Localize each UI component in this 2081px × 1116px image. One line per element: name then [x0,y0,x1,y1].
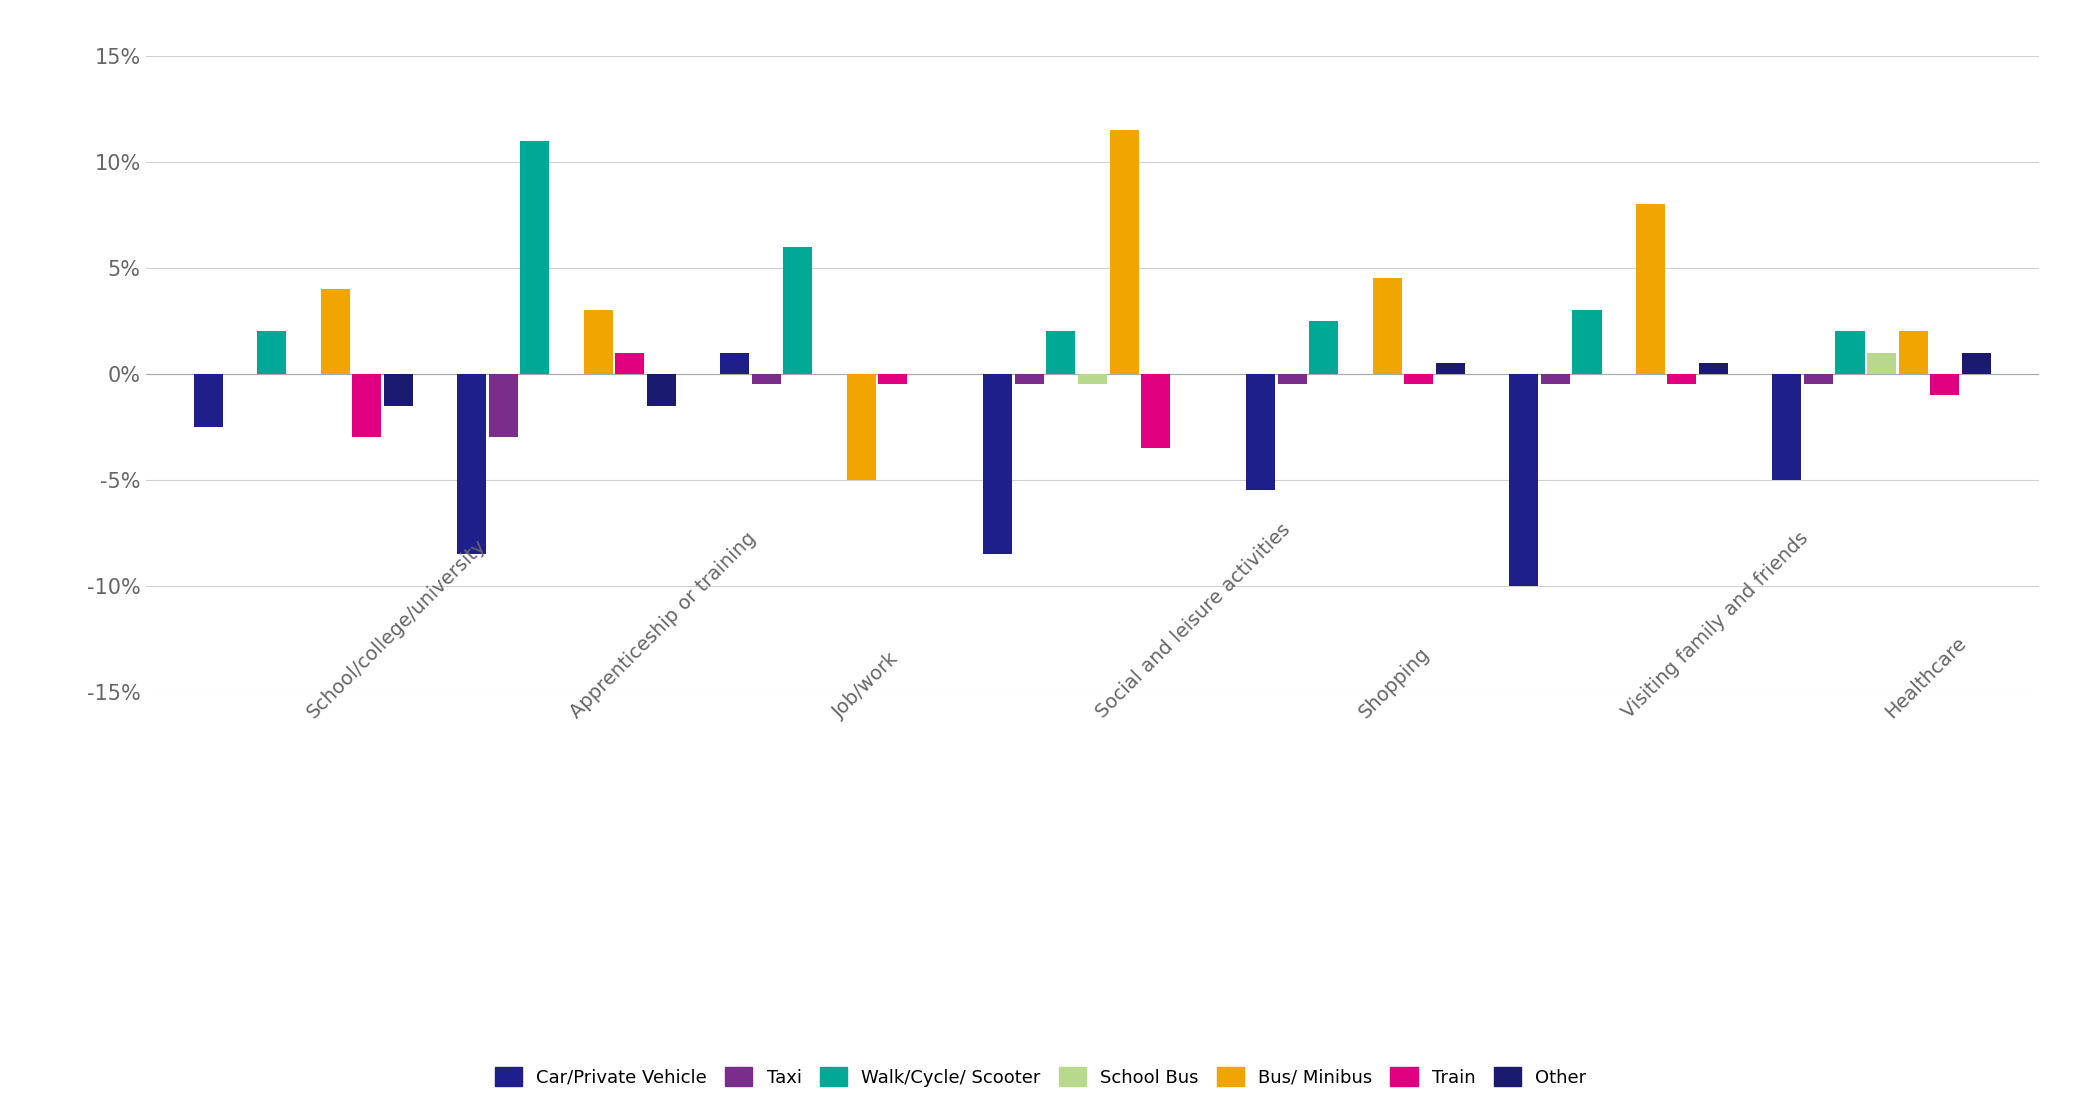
Bar [1109,129,1138,374]
Bar [1373,278,1403,374]
Legend: Car/Private Vehicle, Taxi, Walk/Cycle/ Scooter, School Bus, Bus/ Minibus, Train,: Car/Private Vehicle, Taxi, Walk/Cycle/ S… [485,1058,1596,1096]
Bar [1962,353,1992,374]
Text: Apprenticeship or training: Apprenticeship or training [566,529,760,722]
Bar [320,289,350,374]
Bar [194,374,223,426]
Bar [1016,374,1045,384]
Text: School/college/university: School/college/university [304,536,489,722]
Bar [1773,374,1802,480]
Text: Shopping: Shopping [1355,644,1434,722]
Bar [258,331,287,374]
Bar [583,310,612,374]
Bar [984,374,1011,554]
Bar [1047,331,1076,374]
Bar [1436,363,1465,374]
Bar [1278,374,1307,384]
Bar [1405,374,1434,384]
Bar [1898,331,1927,374]
Bar [1140,374,1170,448]
Bar [751,374,780,384]
Text: Job/work: Job/work [830,650,903,722]
Bar [1804,374,1833,384]
Bar [1247,374,1276,491]
Bar [616,353,645,374]
Bar [352,374,381,437]
Bar [458,374,487,554]
Bar [1540,374,1569,384]
Bar [489,374,518,437]
Bar [1667,374,1696,384]
Text: Visiting family and friends: Visiting family and friends [1619,529,1813,722]
Bar [1931,374,1958,395]
Bar [1509,374,1538,586]
Bar [520,141,549,374]
Bar [383,374,412,405]
Bar [1698,363,1727,374]
Bar [647,374,676,405]
Bar [1078,374,1107,384]
Bar [1835,331,1865,374]
Bar [847,374,876,480]
Bar [1867,353,1896,374]
Text: Healthcare: Healthcare [1881,634,1971,722]
Text: Social and leisure activities: Social and leisure activities [1093,520,1294,722]
Bar [1309,320,1338,374]
Bar [1573,310,1602,374]
Bar [878,374,907,384]
Bar [1636,204,1665,374]
Bar [782,247,812,374]
Bar [720,353,749,374]
